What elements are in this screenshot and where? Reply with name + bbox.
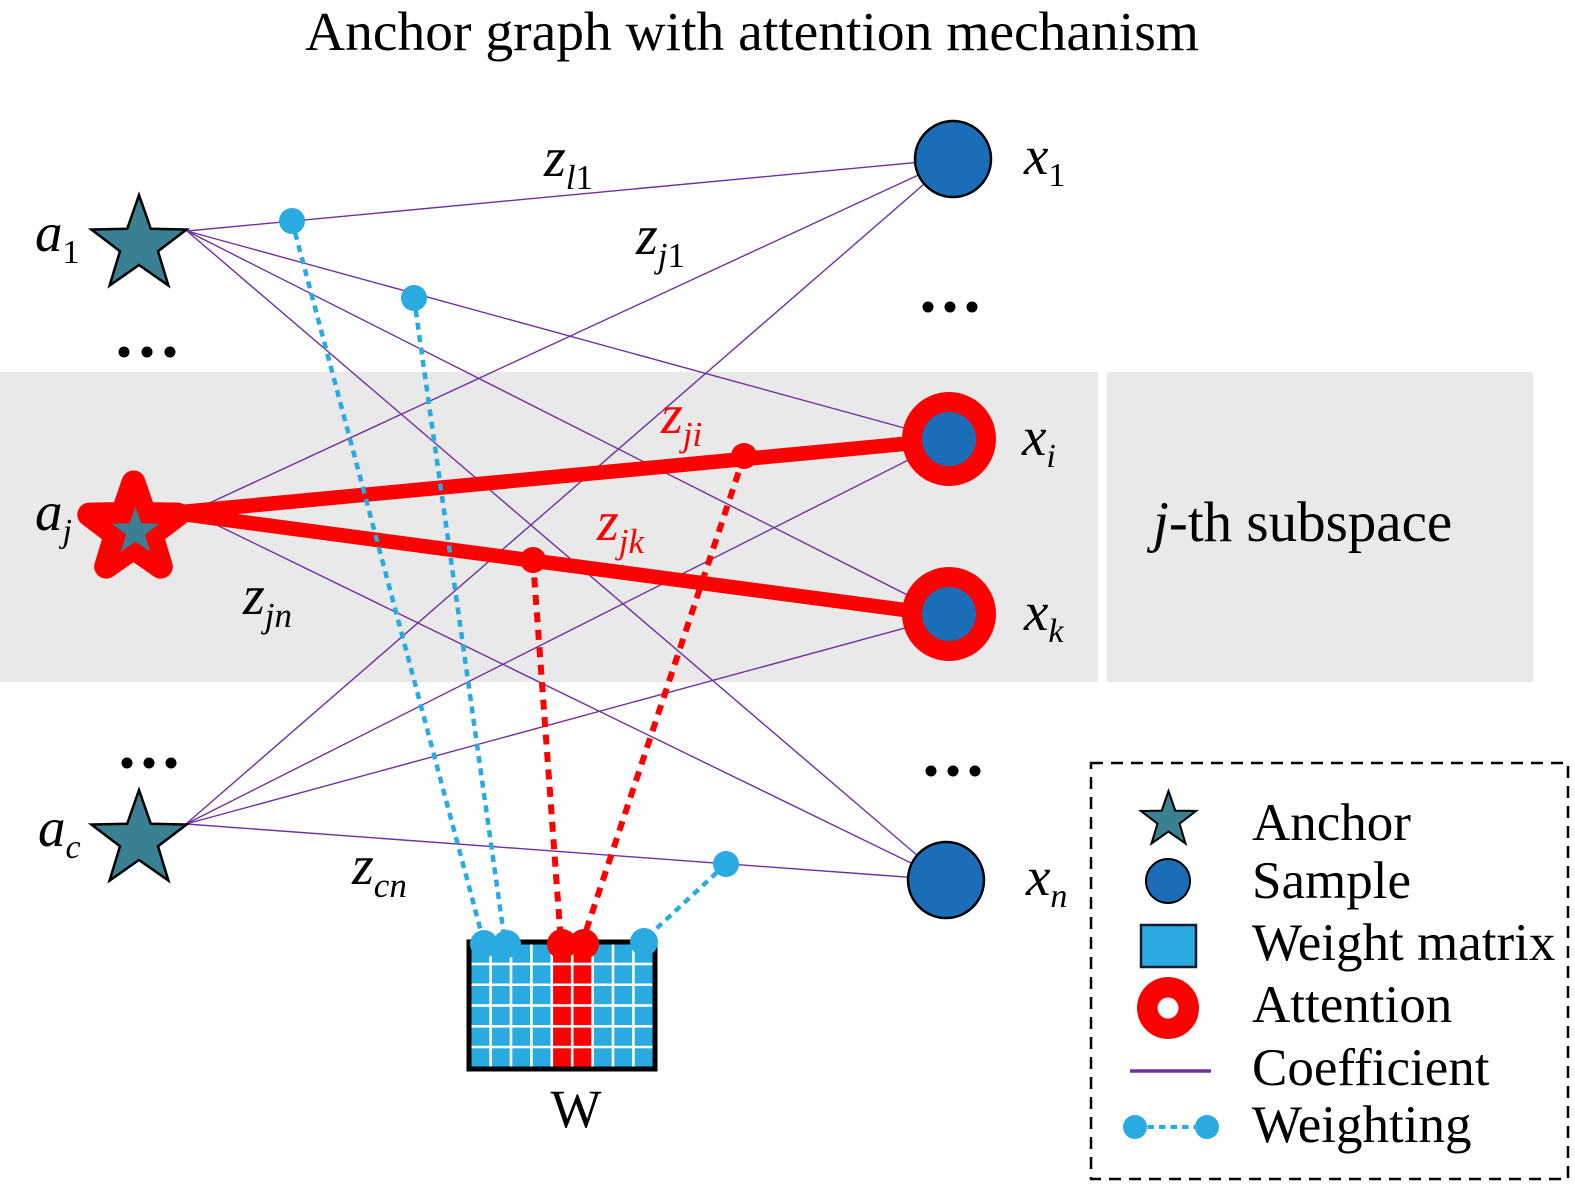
svg-text:Sample: Sample — [1252, 852, 1411, 910]
svg-text:Attention: Attention — [1252, 976, 1452, 1034]
svg-text:zji: zji — [660, 384, 702, 454]
svg-text:W: W — [551, 1079, 602, 1139]
svg-text:Anchor graph with attention me: Anchor graph with attention mechanism — [305, 2, 1199, 63]
svg-text:xk: xk — [1023, 581, 1064, 650]
svg-text:Anchor: Anchor — [1252, 794, 1411, 852]
svg-text:j-th subspace: j-th subspace — [1146, 491, 1452, 554]
svg-text:Weight matrix: Weight matrix — [1252, 914, 1555, 972]
svg-text:Coefficient: Coefficient — [1252, 1039, 1490, 1097]
svg-text:aj: aj — [35, 481, 72, 550]
svg-text:Weighting: Weighting — [1252, 1096, 1471, 1154]
svg-text:zl1: zl1 — [543, 127, 593, 197]
